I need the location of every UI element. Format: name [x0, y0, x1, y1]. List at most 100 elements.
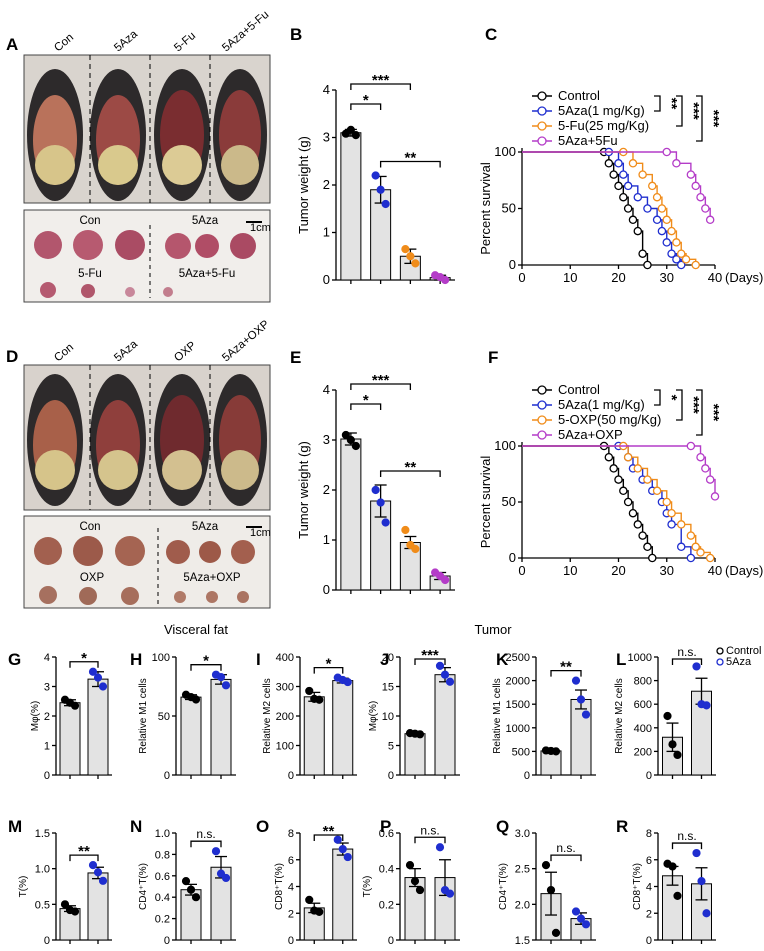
chart-G: 0 1 2 3 4 Mφ(%) * — [30, 650, 112, 782]
bar — [340, 438, 362, 591]
data-point — [551, 747, 561, 756]
y-tick-label: 2000 — [506, 676, 530, 688]
bar — [404, 733, 426, 776]
sig-bracket — [654, 389, 661, 406]
y-tick-label: 0.8 — [155, 849, 170, 861]
tumor-label: 5Aza+5-Fu — [179, 268, 236, 280]
survival-point — [672, 159, 681, 168]
y-axis-label: T(%) — [18, 876, 29, 898]
sig-label: *** — [705, 110, 722, 128]
survival-point — [614, 475, 623, 484]
survival-point — [691, 542, 700, 552]
data-point — [98, 876, 108, 885]
data-point — [668, 740, 677, 749]
sig-bracket — [190, 664, 222, 671]
chart-P: 0 0.2 0.4 0.6 T(%) n.s. — [362, 823, 460, 947]
data-point — [411, 544, 420, 554]
legend-label: 5Aza(1 mg/Kg) — [558, 397, 645, 412]
legend-marker — [716, 647, 724, 655]
legend-label: 5Aza+5Fu — [558, 133, 618, 148]
y-tick-label: 300 — [276, 682, 294, 694]
chart-N: 0 0.2 0.4 0.6 0.8 1.0 CD4⁺T(%) n.s. — [138, 827, 236, 947]
tumor-photo-D: 1cm Con 5Aza OXP 5Aza+OXP — [23, 515, 271, 609]
survival-point — [609, 170, 618, 179]
survival-point — [696, 192, 705, 202]
data-point — [88, 861, 98, 870]
survival-point — [686, 170, 696, 179]
sig-bracket — [69, 661, 99, 668]
data-point — [541, 861, 551, 870]
panel-label-K: K — [496, 650, 509, 669]
data-point — [445, 889, 455, 898]
sig-label: n.s. — [196, 827, 215, 841]
survival-point — [691, 260, 700, 270]
survival-point — [676, 260, 686, 270]
y-tick-label: 50 — [158, 711, 170, 723]
survival-point — [614, 159, 623, 168]
data-point — [673, 750, 682, 760]
data-point — [70, 907, 80, 916]
data-point — [343, 677, 352, 687]
y-tick-label: 0.6 — [379, 828, 394, 840]
chart-R: 0 2 4 6 8 CD8⁺T(%) n.s. — [632, 828, 716, 947]
survival-point — [652, 215, 662, 225]
survival-point — [643, 260, 652, 270]
data-point — [401, 525, 410, 535]
tumor-label: 5-Fu — [78, 268, 102, 280]
y-tick-label: 0 — [509, 257, 516, 272]
y-tick-label: 1500 — [506, 699, 530, 711]
y-tick-label: 0 — [509, 550, 516, 565]
sig-label: ** — [663, 98, 680, 110]
survival-point — [667, 249, 676, 258]
sig-bracket — [350, 383, 412, 390]
data-point — [305, 895, 314, 904]
y-tick-label: 4 — [323, 382, 330, 397]
sig-bracket — [379, 470, 441, 477]
y-axis-label: Relative M2 cells — [262, 678, 273, 754]
y-tick-label: 400 — [276, 652, 294, 664]
survival-point — [676, 249, 686, 258]
y-tick-label: 2 — [44, 711, 50, 723]
scale-bar-label: 1cm — [250, 222, 271, 234]
data-point — [191, 695, 201, 704]
sig-label: * — [326, 656, 332, 673]
sig-bracket — [671, 658, 703, 665]
y-tick-label: 6 — [288, 855, 294, 867]
data-point — [581, 710, 591, 719]
data-point — [692, 662, 701, 671]
survival-point — [623, 452, 633, 462]
sig-bracket — [350, 403, 382, 410]
bar — [340, 132, 362, 281]
legend-label: 5Aza — [726, 656, 752, 668]
panel-label-H: H — [130, 650, 142, 669]
data-point — [411, 259, 420, 268]
survival-point — [667, 226, 676, 236]
x-tick-label: 0 — [518, 270, 525, 285]
y-tick-label: 3 — [44, 682, 50, 694]
y-tick-label: 200 — [276, 711, 294, 723]
y-tick-label: 3 — [323, 130, 330, 145]
sig-bracket — [654, 95, 661, 112]
data-point — [88, 667, 98, 676]
data-point — [663, 711, 672, 721]
sig-bracket — [676, 389, 683, 421]
data-point — [305, 686, 314, 696]
y-axis-label: Percent survival — [478, 456, 493, 549]
survival-point — [633, 464, 643, 473]
panel-label-P: P — [380, 817, 391, 836]
y-tick-label: 4 — [44, 652, 50, 664]
data-point — [546, 885, 556, 895]
sig-bracket — [69, 854, 99, 862]
data-point — [405, 861, 415, 870]
survival-point — [696, 548, 705, 557]
section-title-visceral: Visceral fat — [164, 622, 228, 637]
survival-point — [691, 181, 700, 191]
y-tick-label: 1.5 — [515, 935, 530, 947]
panel-label-R: R — [616, 817, 628, 836]
y-tick-label: 600 — [634, 699, 652, 711]
mouse-label: Con — [52, 342, 76, 365]
x-tick-label: 20 — [611, 270, 625, 285]
y-tick-label: 10 — [382, 711, 394, 723]
panel-label-L: L — [616, 650, 626, 669]
